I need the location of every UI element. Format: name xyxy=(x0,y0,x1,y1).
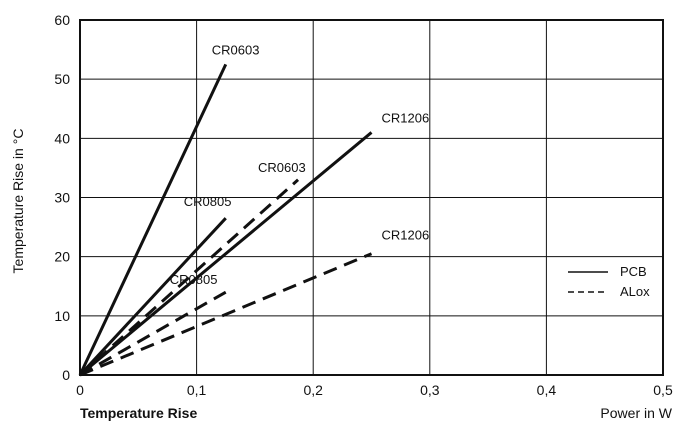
x-tick-label: 0,3 xyxy=(420,382,440,398)
plot-frame xyxy=(79,19,664,376)
series-labels: CR0603 CR1206 CR0805 CR0603 CR1206 CR0805 xyxy=(170,42,429,287)
legend: PCB ALox xyxy=(560,263,662,303)
y-tick-label: 50 xyxy=(54,71,70,87)
y-axis-title: Temperature Rise in °C xyxy=(10,129,26,274)
x-tick-label: 0,2 xyxy=(303,382,323,398)
x-axis-title: Power in W xyxy=(600,405,672,421)
series-label-cr1206-pcb: CR1206 xyxy=(382,110,430,125)
x-tick-label: 0,4 xyxy=(537,382,557,398)
series-line-cr1206-pcb xyxy=(79,131,373,377)
series-line-cr0805-pcb xyxy=(78,217,227,377)
series-line-cr0603-alox xyxy=(78,178,300,377)
series-label-cr0603-pcb: CR0603 xyxy=(212,42,260,57)
y-tick-label: 10 xyxy=(54,308,70,324)
legend-alox-label: ALox xyxy=(620,284,650,299)
series-label-cr0603-alox: CR0603 xyxy=(258,160,306,175)
x-tick-labels: 0 0,1 0,2 0,3 0,4 0,5 xyxy=(76,382,673,398)
grid-lines xyxy=(80,20,663,375)
series-label-cr0805-pcb: CR0805 xyxy=(184,194,232,209)
y-tick-label: 30 xyxy=(54,190,70,206)
y-tick-label: 0 xyxy=(62,367,70,383)
series-label-cr0805-alox: CR0805 xyxy=(170,272,218,287)
series-lines xyxy=(78,63,373,377)
x-tick-label: 0 xyxy=(76,382,84,398)
series-line-cr0805-alox xyxy=(79,290,227,377)
series-line-cr0603-pcb xyxy=(78,63,228,376)
y-tick-label: 60 xyxy=(54,12,70,28)
series-label-cr1206-alox: CR1206 xyxy=(382,228,430,243)
y-tick-labels: 0 10 20 30 40 50 60 xyxy=(54,12,70,383)
chart-caption: Temperature Rise xyxy=(80,405,197,421)
y-tick-label: 20 xyxy=(54,249,70,265)
y-tick-label: 40 xyxy=(54,130,70,146)
legend-box xyxy=(560,263,662,303)
x-tick-label: 0,5 xyxy=(653,382,673,398)
x-tick-label: 0,1 xyxy=(187,382,207,398)
legend-pcb-label: PCB xyxy=(620,264,647,279)
series-line-cr1206-alox xyxy=(79,252,373,377)
